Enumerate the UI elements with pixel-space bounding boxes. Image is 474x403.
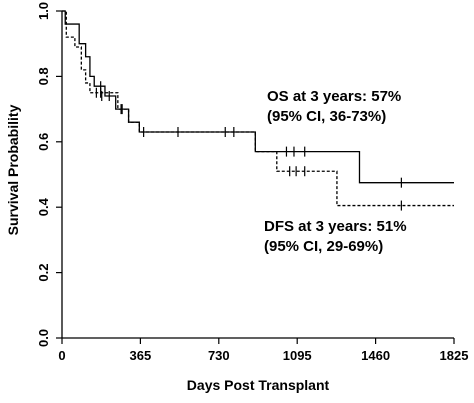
- x-tick-label: 1460: [361, 348, 390, 363]
- y-axis-ticks: 0.0 0.2 0.4 0.6 0.8 1.0: [36, 2, 62, 347]
- os-annotation-line-2: (95% CI, 36-73%): [267, 108, 386, 125]
- os-annotation: OS at 3 years: 57% (95% CI, 36-73%): [267, 88, 401, 125]
- x-tick-label: 730: [208, 348, 230, 363]
- y-tick-label: 0.6: [36, 133, 51, 151]
- x-axis-title: Days Post Transplant: [187, 377, 330, 393]
- survival-curves: [62, 10, 454, 211]
- y-tick-label: 0.0: [36, 329, 51, 347]
- x-tick-label: 1825: [440, 348, 469, 363]
- y-tick-label: 1.0: [36, 2, 51, 20]
- x-tick-label: 1095: [283, 348, 312, 363]
- os-annotation-line-1: OS at 3 years: 57%: [267, 88, 401, 105]
- y-tick-label: 0.4: [36, 197, 51, 216]
- y-tick-label: 0.8: [36, 67, 51, 85]
- plot-axes: [61, 11, 454, 339]
- y-tick-label: 0.2: [36, 264, 51, 282]
- x-tick-label: 0: [58, 348, 65, 363]
- dfs-annotation: DFS at 3 years: 51% (95% CI, 29-69%): [264, 218, 407, 255]
- x-tick-label: 365: [130, 348, 152, 363]
- y-axis-title: Survival Probability: [5, 104, 21, 235]
- x-axis-ticks: 0 365 730 1095 1460 1825: [58, 338, 468, 363]
- dfs-annotation-line-1: DFS at 3 years: 51%: [264, 218, 407, 235]
- dfs-annotation-line-2: (95% CI, 29-69%): [264, 238, 383, 255]
- dfs-curve: [62, 10, 454, 207]
